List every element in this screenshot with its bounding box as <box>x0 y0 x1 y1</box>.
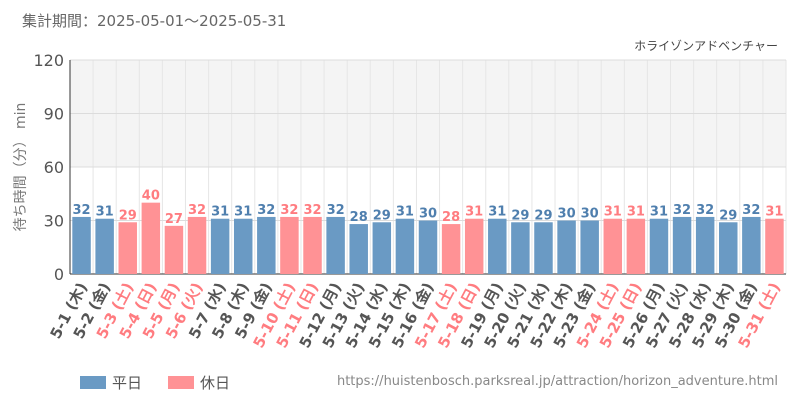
data-label: 32 <box>742 203 760 218</box>
legend: 平日 休日 <box>80 372 230 393</box>
data-label: 31 <box>96 205 114 220</box>
data-label: 32 <box>696 203 714 218</box>
data-label: 31 <box>650 205 668 220</box>
chart-title: ホライゾンアドベンチャー <box>634 39 778 53</box>
bar <box>395 218 415 274</box>
data-label: 31 <box>627 205 645 220</box>
bar <box>257 216 276 274</box>
legend-item-weekday[interactable]: 平日 <box>80 372 142 393</box>
bar <box>233 218 253 274</box>
data-label: 29 <box>373 208 391 223</box>
data-label: 31 <box>234 205 252 220</box>
legend-item-holiday[interactable]: 休日 <box>168 372 230 393</box>
period-label: 集計期間：2025-05-01～2025-05-31 <box>22 12 287 30</box>
y-tick-label: 0 <box>54 265 64 284</box>
y-tick-label: 90 <box>44 105 64 124</box>
bar <box>187 216 207 274</box>
bar <box>626 218 646 274</box>
bar <box>326 216 345 274</box>
bar <box>280 216 299 274</box>
y-tick-label: 60 <box>44 158 64 177</box>
legend-label-holiday: 休日 <box>200 374 231 392</box>
bar <box>534 222 553 274</box>
bar <box>441 224 461 274</box>
bar <box>649 218 669 274</box>
data-label: 30 <box>558 207 576 222</box>
data-label: 32 <box>303 203 321 218</box>
data-label: 31 <box>211 205 229 220</box>
bar <box>141 202 161 274</box>
data-label: 31 <box>396 205 414 220</box>
legend-swatch-weekday <box>80 376 106 389</box>
data-label: 29 <box>534 208 552 223</box>
bar <box>488 218 507 274</box>
bar <box>164 225 184 274</box>
bar <box>695 216 715 274</box>
data-label: 32 <box>280 203 298 218</box>
data-label: 29 <box>511 208 529 223</box>
bar <box>672 216 692 274</box>
data-label: 30 <box>419 207 437 222</box>
data-label: 31 <box>465 205 483 220</box>
data-label: 31 <box>488 205 506 220</box>
bar <box>603 218 623 274</box>
bar <box>118 222 137 274</box>
bar <box>95 218 114 274</box>
bar <box>511 222 530 274</box>
data-label: 28 <box>350 210 368 225</box>
source-url[interactable]: https://huistenbosch.parksreal.jp/attrac… <box>336 374 778 389</box>
data-label: 32 <box>73 203 91 218</box>
data-label: 32 <box>257 203 275 218</box>
data-label: 31 <box>765 205 783 220</box>
bar <box>418 220 438 274</box>
data-label: 28 <box>442 210 460 225</box>
bar <box>742 216 761 274</box>
data-label: 31 <box>604 205 622 220</box>
data-label: 32 <box>327 203 345 218</box>
legend-label-weekday: 平日 <box>112 374 143 392</box>
y-tick-label: 30 <box>44 212 64 231</box>
data-label: 32 <box>188 203 206 218</box>
bar <box>303 216 322 274</box>
bar <box>72 216 91 274</box>
y-tick-label: 120 <box>33 51 64 70</box>
bar <box>464 218 484 274</box>
y-axis-label: 待ち時間（分） min <box>13 103 29 232</box>
bar <box>349 224 368 274</box>
legend-swatch-holiday <box>168 376 195 389</box>
bar <box>372 222 392 274</box>
data-label: 40 <box>142 189 160 204</box>
bar <box>580 220 599 274</box>
bar <box>210 218 230 274</box>
data-label: 29 <box>119 208 137 223</box>
bar <box>557 220 576 274</box>
data-label: 27 <box>165 212 183 227</box>
bar <box>719 222 738 274</box>
data-label: 32 <box>673 203 691 218</box>
bar <box>765 218 784 274</box>
data-label: 30 <box>581 207 599 222</box>
data-label: 29 <box>719 208 737 223</box>
